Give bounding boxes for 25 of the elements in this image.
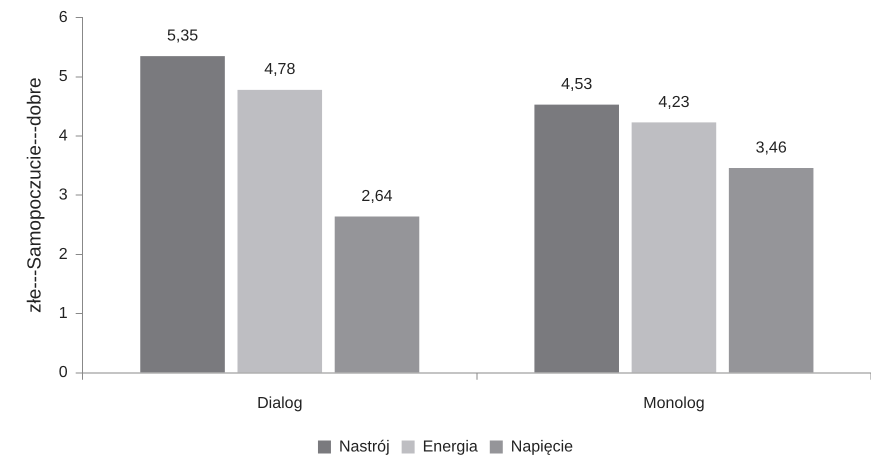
data-label: 4,53 [561,76,592,94]
y-tick-label: 2 [58,246,68,263]
legend-label: Energia [422,438,478,456]
x-tick-label: Monolog [643,394,705,412]
data-label: 4,23 [658,94,690,111]
bar [334,216,420,372]
bar [632,122,716,372]
y-tick-label: 0 [58,364,68,382]
legend-label: Nastrój [338,438,390,456]
bar [237,90,322,372]
legend-label: Napięcie [510,438,574,456]
y-tick-label: 5 [58,68,68,86]
bar [140,56,225,372]
bar [534,104,619,372]
data-label: 5,35 [166,27,198,44]
data-label: 4,78 [264,61,296,78]
y-axis-title: złe---Samopoczucie---dobre [24,77,46,313]
y-tick-label: 4 [58,127,68,144]
x-tick-label: Dialog [257,394,302,412]
data-label: 2,64 [361,188,393,205]
y-tick-label: 1 [58,305,68,322]
y-tick-label: 6 [58,9,68,26]
data-label: 3,46 [756,139,787,156]
bar [728,168,814,372]
y-tick-label: 3 [58,186,68,204]
